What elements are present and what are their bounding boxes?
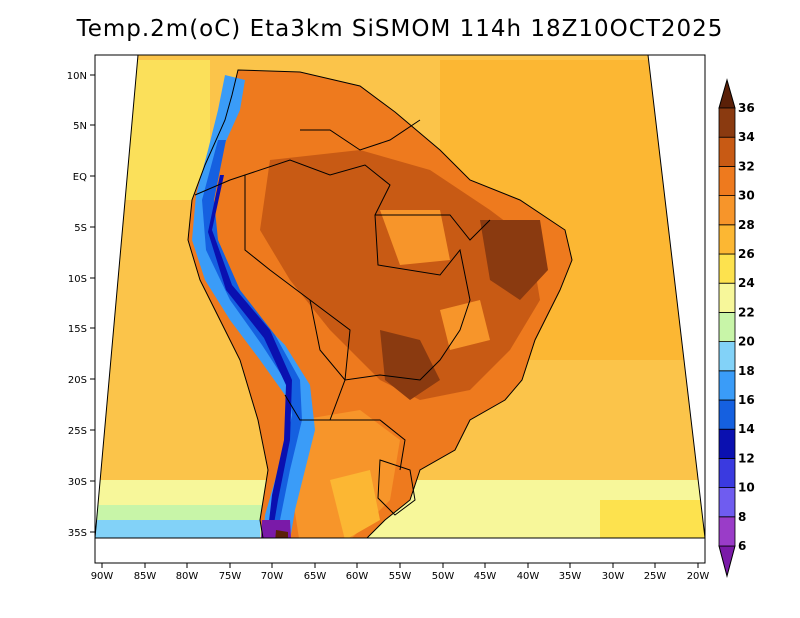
colorbar-label: 10 — [738, 481, 755, 495]
lon-label: 65W — [304, 571, 327, 582]
colorbar-segment — [718, 457, 736, 488]
temperature-field — [95, 55, 705, 538]
lat-label: 5N — [73, 121, 87, 132]
colorbar-segment — [718, 428, 736, 459]
lon-label: 30W — [602, 571, 625, 582]
colorbar-segment — [718, 107, 736, 138]
lat-label: EQ — [73, 172, 87, 183]
lon-label: 45W — [474, 571, 497, 582]
colorbar-segment — [718, 253, 736, 284]
colorbar-segment — [718, 165, 736, 196]
lat-label: 15S — [68, 324, 87, 335]
lon-label: 20W — [687, 571, 710, 582]
colorbar: 6 8 10 12 14 16 18 20 22 24 26 28 30 32 34 36 — [718, 78, 755, 578]
lat-label: 20S — [68, 375, 87, 386]
lon-label: 70W — [261, 571, 284, 582]
lon-label: 90W — [91, 571, 114, 582]
longitude-labels: 90W 85W 80W 75W 70W 65W 60W 55W 50W 45W … — [91, 571, 710, 582]
lon-label: 35W — [559, 571, 582, 582]
colorbar-segment — [718, 399, 736, 430]
lat-label: 5S — [74, 223, 87, 234]
colorbar-segment — [718, 487, 736, 518]
country-borders — [187, 69, 573, 538]
longitude-axis — [101, 563, 699, 568]
colorbar-segment — [718, 311, 736, 342]
lon-label: 40W — [517, 571, 540, 582]
colorbar-label: 12 — [738, 451, 755, 465]
colorbar-top-arrow — [718, 78, 736, 109]
lat-label: 30S — [68, 477, 87, 488]
colorbar-segment — [718, 136, 736, 167]
colorbar-label: 32 — [738, 159, 755, 173]
lon-label: 85W — [134, 571, 157, 582]
latitude-labels: 10N 5N EQ 5S 10S 15S 20S 25S 30S 35S — [67, 71, 87, 539]
lon-label: 80W — [176, 571, 199, 582]
map-title: Temp.2m(oC) Eta3km SiSMOM 114h 18Z10OCT2… — [76, 16, 724, 42]
lon-label: 50W — [432, 571, 455, 582]
colorbar-label: 18 — [738, 364, 755, 378]
colorbar-label: 16 — [738, 393, 755, 407]
colorbar-segment — [718, 341, 736, 372]
lat-label: 10N — [67, 71, 87, 82]
lat-label: 25S — [68, 426, 87, 437]
colorbar-label: 30 — [738, 189, 755, 203]
lon-label: 75W — [219, 571, 242, 582]
lat-label: 10S — [68, 274, 87, 285]
colorbar-segment — [718, 224, 736, 255]
colorbar-segment — [718, 282, 736, 313]
colorbar-bottom-arrow — [718, 545, 736, 578]
lat-label: 35S — [68, 528, 87, 539]
colorbar-label: 26 — [738, 247, 755, 261]
colorbar-segment — [718, 195, 736, 226]
lon-label: 25W — [644, 571, 667, 582]
colorbar-label: 22 — [738, 305, 755, 319]
colorbar-label: 20 — [738, 335, 755, 349]
colorbar-label: 24 — [738, 276, 755, 290]
colorbar-label: 8 — [738, 510, 746, 524]
colorbar-segment — [718, 370, 736, 401]
colorbar-label: 34 — [738, 130, 755, 144]
colorbar-label: 14 — [738, 422, 755, 436]
colorbar-label: 28 — [738, 218, 755, 232]
colorbar-segment — [718, 516, 736, 547]
colorbar-label: 6 — [738, 539, 746, 553]
colorbar-label: 36 — [738, 101, 755, 115]
lon-label: 55W — [389, 571, 412, 582]
lon-label: 60W — [346, 571, 369, 582]
latitude-axis — [90, 74, 95, 533]
